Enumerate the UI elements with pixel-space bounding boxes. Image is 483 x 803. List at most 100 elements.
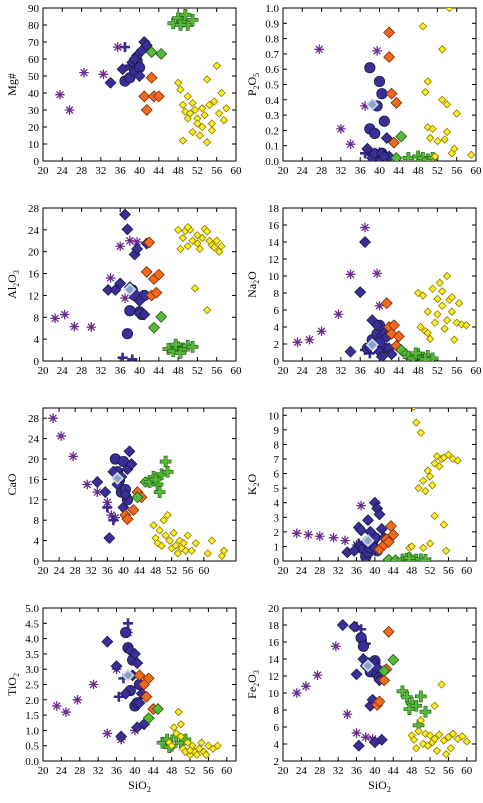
- panel-7-xtick-label-2: 28: [314, 765, 326, 777]
- panel-4-xtick-label-6: 44: [134, 565, 146, 577]
- point-7-2-1: [357, 640, 370, 652]
- panel-0-ylabel: Mg#: [5, 73, 19, 96]
- point-7-7-8: [425, 731, 435, 740]
- panel-4-xtick-label-8: 52: [166, 565, 177, 577]
- panel-6-ytick-label-0: 0.0: [25, 756, 39, 768]
- point-2-7-9: [195, 244, 204, 254]
- panel-3-xtick-label-0: 20: [278, 365, 290, 377]
- point-2-7-18: [217, 242, 226, 251]
- point-5-8-0: [361, 534, 375, 548]
- point-4-7-6: [161, 531, 170, 540]
- point-6-0-2: [72, 695, 83, 705]
- panel-1-ylabel: P2O5: [245, 73, 261, 96]
- point-1-7-13: [445, 8, 454, 13]
- point-1-4-0: [383, 26, 396, 39]
- point-1-7-7: [433, 136, 442, 146]
- panel-7-xtick-label-1: 24: [296, 765, 308, 777]
- panel-1-xtick-label-1: 24: [297, 165, 309, 177]
- point-0-3-8: [133, 70, 146, 82]
- point-4-7-12: [173, 549, 182, 558]
- point-6-2-0: [120, 626, 132, 639]
- panel-6-ytick-label-9: 4.5: [25, 618, 39, 630]
- panel-0-xtick-label-2: 28: [76, 165, 88, 177]
- panel-7-xlabel: SiO2: [368, 778, 391, 794]
- point-3-7-20: [462, 321, 471, 330]
- point-6-0-0: [51, 701, 62, 711]
- point-2-1-1: [127, 354, 138, 361]
- point-3-0-1: [304, 334, 315, 345]
- point-3-3-11: [375, 350, 388, 361]
- panel-6-xtick-label-2: 28: [74, 765, 86, 777]
- point-3-7-23: [438, 287, 447, 296]
- point-1-0-5: [372, 46, 382, 56]
- point-0-0-3: [98, 69, 109, 80]
- panel-1-xtick-label-5: 40: [374, 165, 386, 177]
- panel-5-ytick-label-7: 7: [274, 454, 280, 466]
- panel-6-xtick-label-6: 44: [148, 765, 160, 777]
- point-7-3-1: [348, 620, 361, 633]
- panel-7-ytick-label-4: 10: [268, 688, 280, 700]
- point-7-7-11: [432, 746, 442, 755]
- point-7-7-1: [409, 735, 419, 744]
- point-1-2-4: [373, 75, 386, 88]
- point-6-5-1: [151, 703, 164, 715]
- point-0-7-15: [205, 100, 214, 110]
- point-7-7-2: [412, 744, 421, 753]
- panel-4-xtick-label-1: 24: [54, 565, 66, 577]
- point-2-7-19: [202, 306, 212, 315]
- point-5-7-7: [421, 486, 430, 496]
- panel-0-ytick-label-0: 0: [34, 156, 40, 168]
- panel-5-xtick-label-4: 36: [351, 565, 363, 577]
- panel-3-xtick-label-3: 32: [335, 365, 346, 377]
- panel-7-xtick-label-8: 52: [425, 765, 436, 777]
- point-7-7-4: [416, 716, 426, 725]
- panel-3-xtick-label-9: 56: [451, 365, 463, 377]
- point-7-7-22: [430, 701, 439, 710]
- point-5-7-4: [414, 483, 423, 493]
- point-1-0-1: [336, 124, 346, 134]
- panel-6-ytick-label-1: 0.5: [25, 741, 39, 753]
- point-1-4-3: [390, 96, 403, 109]
- panel-7-ylabel: Fe2O3: [245, 670, 261, 699]
- point-7-6-4: [415, 690, 427, 703]
- point-4-7-20: [203, 549, 213, 558]
- point-2-6-7: [174, 347, 187, 359]
- point-4-6-4: [159, 455, 172, 468]
- panel-5-xtick-label-0: 20: [278, 565, 290, 577]
- point-0-3-7: [128, 53, 141, 65]
- panel-0-ytick-label-9: 90: [28, 3, 40, 15]
- point-5-7-13: [435, 462, 444, 471]
- point-5-3-10: [373, 508, 386, 521]
- point-4-7-23: [219, 546, 229, 555]
- point-7-0-1: [301, 681, 311, 691]
- point-0-7-23: [222, 104, 231, 113]
- panel-1-xtick-label-4: 36: [355, 165, 367, 177]
- panel-4-frame: [42, 407, 237, 562]
- point-2-4-0: [140, 265, 153, 278]
- panel-1-xtick-label-10: 60: [471, 165, 483, 177]
- panel-0-xtick-label-0: 20: [38, 165, 50, 177]
- point-2-4-1: [143, 236, 156, 249]
- point-1-2-2: [369, 127, 381, 140]
- panel-3-ytick-label-0: 0: [274, 356, 280, 368]
- point-0-6-6: [179, 9, 192, 21]
- panel-7-ytick-label-2: 6: [274, 722, 280, 734]
- panel-2-xtick-label-8: 52: [192, 365, 203, 377]
- point-3-7-6: [428, 284, 437, 293]
- panel-7-ytick-label-5: 12: [268, 671, 279, 683]
- point-1-7-4: [425, 133, 435, 143]
- panel-5-ytick-label-5: 5: [274, 483, 280, 495]
- point-4-7-11: [171, 541, 180, 550]
- panel-1-xtick-label-6: 44: [393, 165, 405, 177]
- point-0-7-17: [207, 126, 217, 135]
- point-6-7-1: [167, 741, 176, 750]
- point-1-3-6: [378, 150, 391, 161]
- panel-6-xtick-label-7: 48: [166, 765, 178, 777]
- point-3-8-0: [365, 338, 379, 352]
- point-2-6-5: [186, 340, 199, 353]
- point-5-7-9: [425, 472, 435, 481]
- point-6-3-0: [101, 635, 114, 648]
- point-1-7-5: [428, 124, 437, 134]
- point-7-7-17: [446, 744, 455, 753]
- panel-6-xtick-label-8: 52: [185, 765, 196, 777]
